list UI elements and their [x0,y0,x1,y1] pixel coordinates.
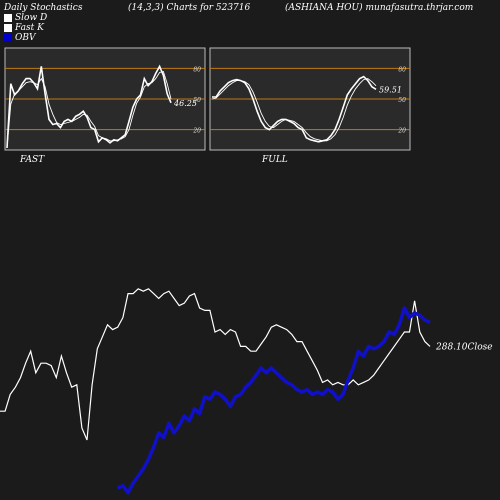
fast-tick-80: 80 [193,66,201,73]
legend-swatch-fast-k [4,24,12,32]
obv-line [116,306,431,495]
full-series-full-d [211,78,377,142]
fast-tick-50: 50 [193,97,201,104]
legend-swatch-obv [4,34,12,42]
fast-series-slow-d [6,70,172,149]
full-value-label: 59.51 [379,85,402,94]
legend-label-obv: OBV [15,33,36,43]
legend-label-slow-d: Slow D [15,13,48,23]
close-value-label: 288.10Close [435,342,493,352]
legend-item-fast-k: Fast K [4,23,44,33]
chart-title: Daily Stochastics [4,3,83,13]
full-tick-80: 80 [398,66,406,73]
chart-stock: (ASHIANA HOU) munafasutra.thrjar.com [285,3,474,13]
fast-title: FAST [19,155,45,165]
chart-params: (14,3,3) Charts for 523716 [128,3,251,13]
full-tick-20: 20 [397,128,406,135]
price-line [0,288,431,441]
legend-swatch-slow-d [4,14,12,22]
legend-label-fast-k: Fast K [15,23,44,33]
full-tick-50: 50 [398,97,406,104]
full-title: FULL [261,155,288,165]
fast-tick-20: 20 [192,128,201,135]
fast-series-fast-k [6,64,172,149]
legend-item-obv: OBV [4,33,36,43]
fast-value-label: 46.25 [173,99,197,108]
legend-item-slow-d: Slow D [4,13,47,23]
